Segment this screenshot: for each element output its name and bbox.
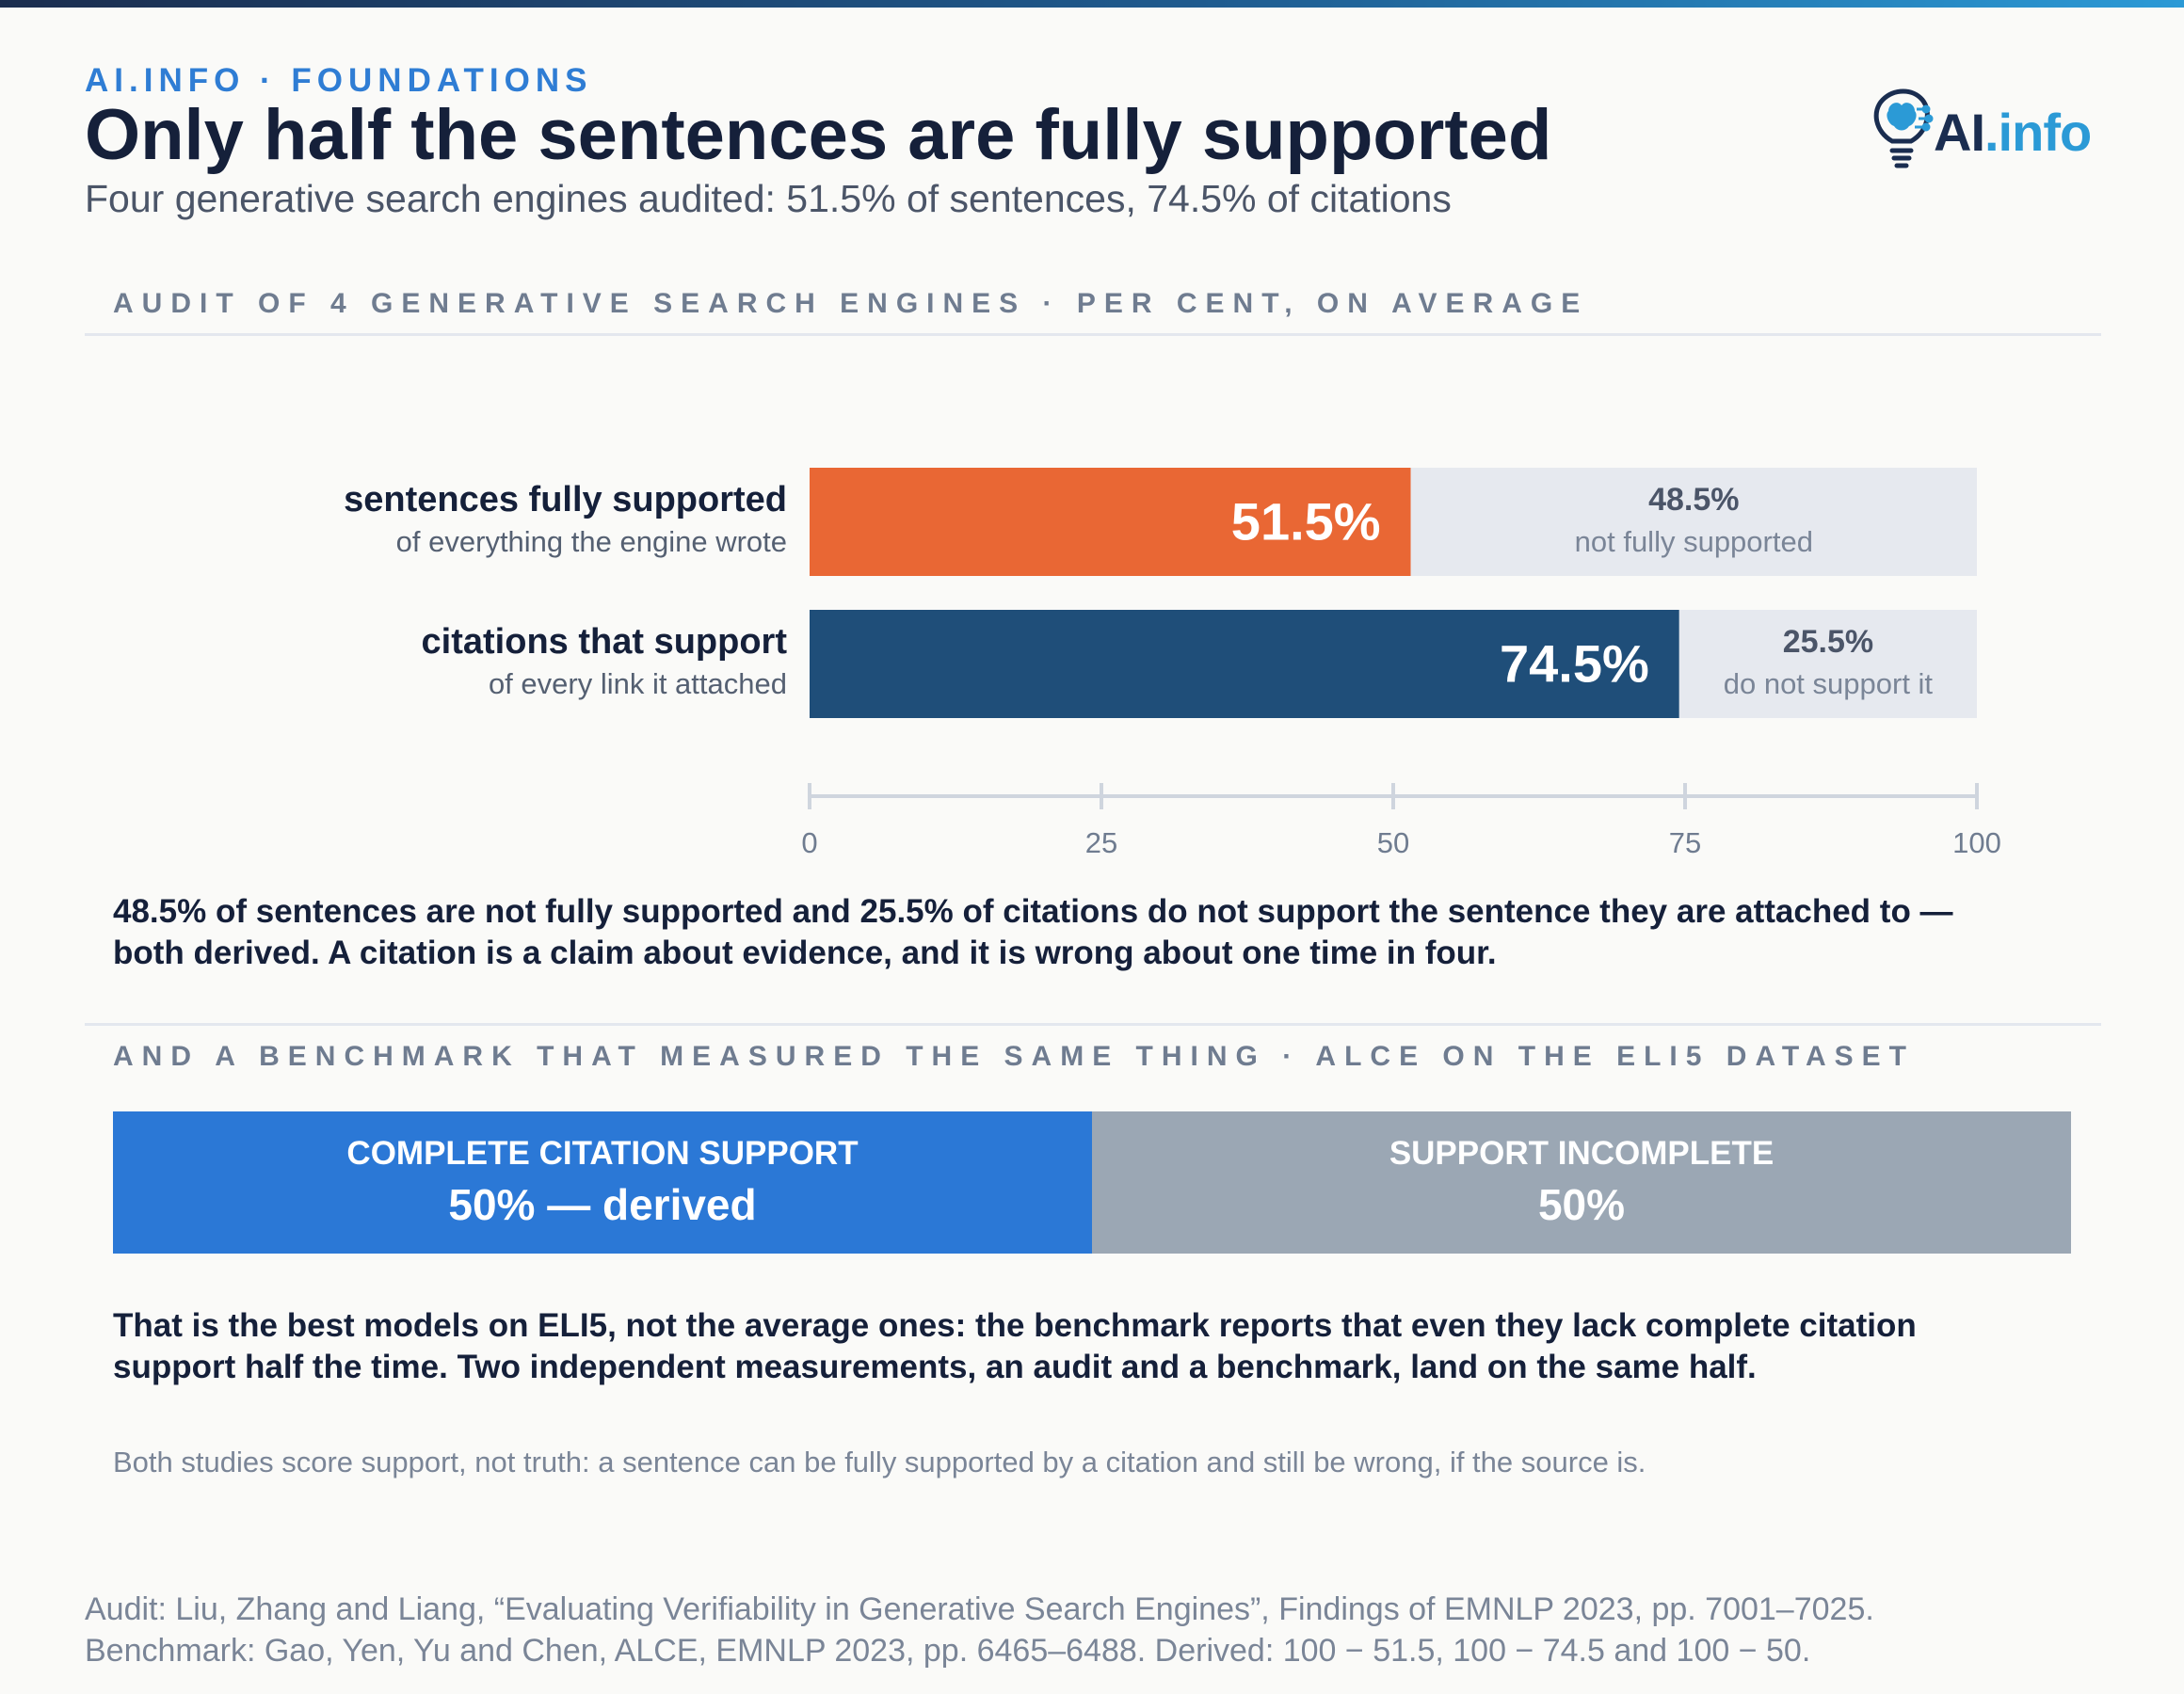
page-title: Only half the sentences are fully suppor… bbox=[85, 95, 1552, 175]
source-line-audit: Audit: Liu, Zhang and Liang, “Evaluating… bbox=[85, 1591, 1874, 1627]
segment-title: COMPLETE CITATION SUPPORT bbox=[346, 1134, 859, 1172]
logo-info: .info bbox=[1984, 103, 2092, 162]
segment-title: SUPPORT INCOMPLETE bbox=[1389, 1134, 1774, 1172]
x-tick-label: 75 bbox=[1669, 826, 1701, 859]
section-label-benchmark: AND A BENCHMARK THAT MEASURED THE SAME T… bbox=[113, 1041, 1915, 1072]
source-line-benchmark: Benchmark: Gao, Yen, Yu and Chen, ALCE, … bbox=[85, 1633, 1811, 1669]
bar-value-label: 51.5% bbox=[1231, 492, 1381, 551]
section-label-audit: AUDIT OF 4 GENERATIVE SEARCH ENGINES · P… bbox=[113, 288, 1589, 319]
segment-value: 50% bbox=[1537, 1179, 1626, 1229]
top-accent-bar bbox=[0, 0, 2184, 8]
segment-support-incomplete: SUPPORT INCOMPLETE 50% bbox=[1092, 1111, 2071, 1254]
logo-ai: AI bbox=[1934, 103, 1985, 162]
x-tick-label: 0 bbox=[801, 826, 817, 859]
segment-value: 50% — derived bbox=[448, 1179, 757, 1229]
source-notes: Audit: Liu, Zhang and Liang, “Evaluating… bbox=[85, 1589, 1874, 1671]
page-subtitle: Four generative search engines audited: … bbox=[85, 177, 1452, 220]
row-label-main: citations that support bbox=[421, 622, 787, 662]
lightbulb-brain-icon bbox=[1873, 88, 1934, 168]
remainder-caption: do not support it bbox=[1724, 667, 1934, 700]
x-tick-label: 25 bbox=[1085, 826, 1117, 859]
row-label-main: sentences fully supported bbox=[344, 480, 787, 519]
benchmark-note: That is the best models on ELI5, not the… bbox=[113, 1307, 1917, 1385]
row-label-sub: of every link it attached bbox=[488, 667, 787, 700]
bar-remainder bbox=[1678, 610, 1977, 718]
bar-value bbox=[810, 468, 1411, 576]
bar-remainder bbox=[1410, 468, 1977, 576]
divider bbox=[85, 1023, 2101, 1026]
x-tick-label: 100 bbox=[1952, 826, 2001, 859]
segment-complete-support: COMPLETE CITATION SUPPORT 50% — derived bbox=[113, 1111, 1092, 1254]
logo-wordmark: AI.info bbox=[1934, 102, 2092, 163]
benchmark-stacked-bar: COMPLETE CITATION SUPPORT 50% — derived … bbox=[113, 1111, 2071, 1254]
row-label-citations: citations that support of every link it … bbox=[422, 619, 787, 704]
audit-note: 48.5% of sentences are not fully support… bbox=[113, 893, 1953, 971]
row-label-sentences: sentences fully supported of everything … bbox=[344, 477, 787, 562]
bar-value bbox=[810, 610, 1679, 718]
remainder-value-label: 25.5% bbox=[1783, 624, 1873, 660]
bar-value-label: 74.5% bbox=[1500, 634, 1649, 694]
row-label-sub: of everything the engine wrote bbox=[395, 525, 787, 558]
x-tick-label: 50 bbox=[1377, 826, 1409, 859]
kicker: AI.INFO · FOUNDATIONS bbox=[85, 62, 593, 99]
caveat-note: Both studies score support, not truth: a… bbox=[113, 1446, 1646, 1478]
remainder-value-label: 48.5% bbox=[1648, 482, 1739, 518]
remainder-caption: not fully supported bbox=[1575, 525, 1813, 558]
audit-bar-chart: 51.5% 48.5% not fully supported 74.5% 25.5% d… bbox=[801, 468, 2001, 859]
divider bbox=[85, 333, 2101, 336]
